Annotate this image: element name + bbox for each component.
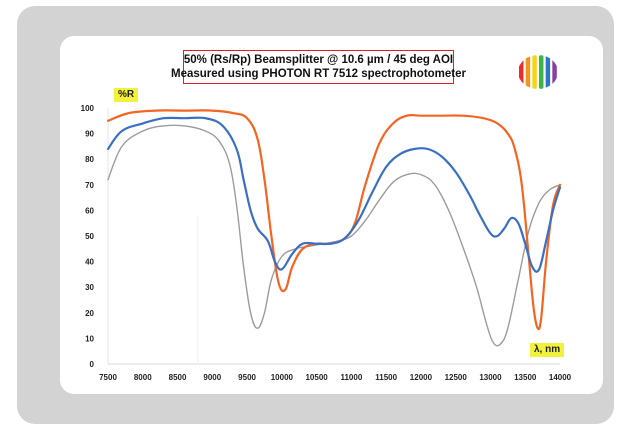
x-tick-label: 9000 [203,373,221,382]
y-tick-label: 60 [85,206,94,215]
x-tick-label: 13500 [514,373,537,382]
card-frame: 0 10 20 30 40 50 60 70 80 90 100 7500 8000 8500 9000 9… [17,6,614,424]
chart: 0 10 20 30 40 50 60 70 80 90 100 7500 8000 8500 9000 9… [81,55,572,382]
x-axis-label: λ, nm [530,343,565,357]
y-tick-label: 40 [85,258,94,267]
logo-stripe [525,55,531,89]
series-line-orange [106,109,562,331]
chart-title-line-1: 50% (Rs/Rp) Beamsplitter @ 10.6 µm / 45 … [183,54,454,66]
x-tick-label: 11500 [375,373,397,382]
series-layer [106,109,562,347]
series-line-blue [106,116,562,273]
x-tick-label: 10500 [305,373,328,382]
logo-stripe [532,55,537,89]
y-tick-label: 50 [85,232,94,241]
y-tick-label: 100 [81,104,95,113]
logo-stripe [552,55,557,89]
rainbow-stripes-logo [519,55,557,89]
x-tick-label: 7500 [99,373,117,382]
chart-title-line-2: Measured using PHOTON RT 7512 spectropho… [170,68,467,80]
x-tick-label: 10000 [271,373,294,382]
logo-stripe [545,55,551,89]
y-tick-label: 70 [85,181,94,190]
x-tick-label: 12500 [445,373,468,382]
y-tick-label: 90 [85,130,94,139]
x-tick-labels: 7500 8000 8500 9000 9500 10000 10500 11000 11500… [99,373,572,382]
x-tick-label: 14000 [549,373,572,382]
x-tick-label: 9500 [238,373,256,382]
y-tick-labels: 0 10 20 30 40 50 60 70 80 90 100 [81,104,95,369]
y-axis-label: %R [114,88,139,102]
y-tick-label: 30 [85,283,94,292]
y-tick-label: 20 [85,309,94,318]
logo-stripe [539,55,544,89]
y-tick-label: 80 [85,155,94,164]
x-tick-label: 13000 [479,373,502,382]
chart-title-box: 50% (Rs/Rp) Beamsplitter @ 10.6 µm / 45 … [171,50,466,84]
y-tick-label: 10 [85,334,94,343]
chart-card: 0 10 20 30 40 50 60 70 80 90 100 7500 8000 8500 9000 9… [60,36,603,394]
x-tick-label: 8500 [169,373,187,382]
logo-stripe [519,55,524,89]
x-tick-label: 11000 [340,373,362,382]
x-tick-label: 12000 [410,373,433,382]
x-tick-label: 8000 [134,373,152,382]
y-tick-label: 0 [90,360,95,369]
